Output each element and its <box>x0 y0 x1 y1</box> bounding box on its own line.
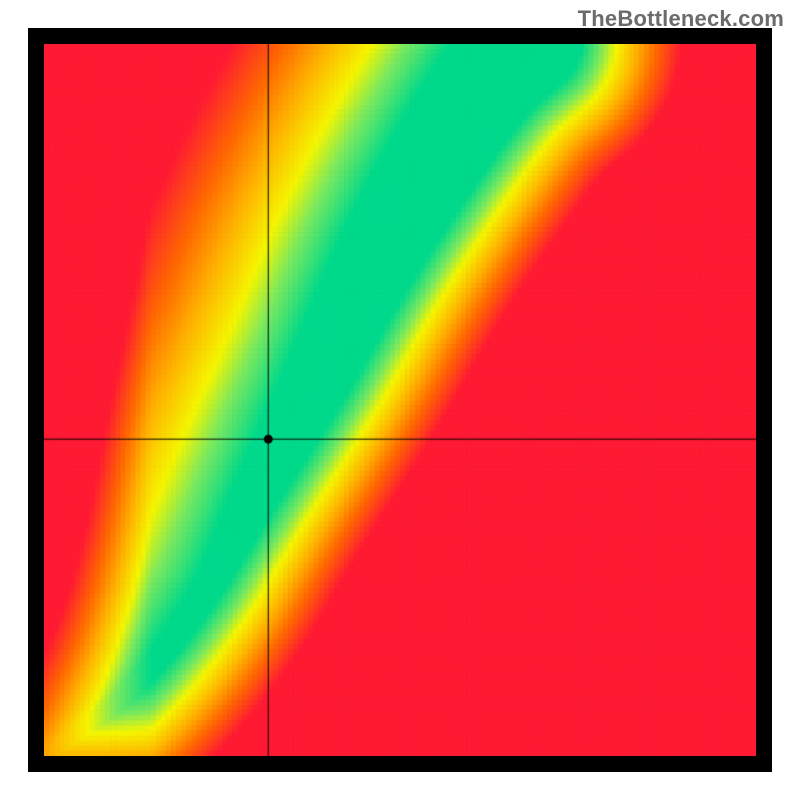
heatmap-canvas <box>44 44 756 756</box>
page-root: TheBottleneck.com <box>0 0 800 800</box>
heatmap-plot <box>44 44 756 756</box>
